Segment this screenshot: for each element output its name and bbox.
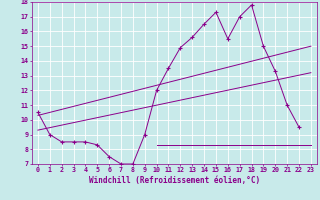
X-axis label: Windchill (Refroidissement éolien,°C): Windchill (Refroidissement éolien,°C) bbox=[89, 176, 260, 185]
